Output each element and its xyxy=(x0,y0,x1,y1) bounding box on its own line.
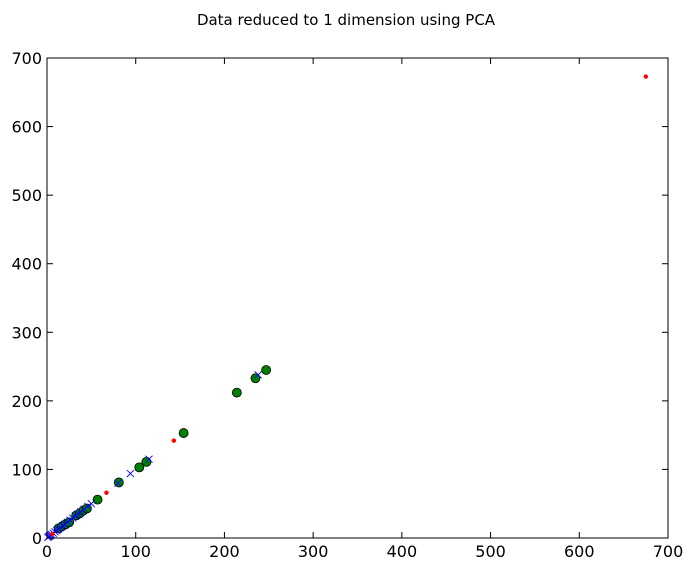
y-axis-ticks: 0 100 200 300 400 500 600 700 xyxy=(11,49,668,548)
y-tick-label: 700 xyxy=(11,49,42,68)
x-tick-label: 0 xyxy=(42,542,52,561)
data-point xyxy=(104,490,109,495)
y-tick-label: 200 xyxy=(11,392,42,411)
data-point xyxy=(50,531,55,537)
data-point xyxy=(87,499,96,508)
data-point xyxy=(92,494,103,505)
x-tick-label: 600 xyxy=(564,542,595,561)
data-point xyxy=(254,370,262,379)
x-tick-label: 200 xyxy=(209,542,240,561)
x-tick-label: 300 xyxy=(298,542,329,561)
data-point xyxy=(231,387,242,398)
x-tick-label: 400 xyxy=(387,542,418,561)
x-tick-label: 500 xyxy=(475,542,506,561)
x-axis-ticks: 0 100 200 300 400 500 600 700 xyxy=(42,58,683,561)
data-point xyxy=(261,365,272,375)
data-point xyxy=(80,505,89,514)
y-tick-label: 0 xyxy=(32,529,42,548)
series-dot xyxy=(50,74,649,537)
plot-area xyxy=(44,74,649,542)
x-tick-label: 100 xyxy=(120,542,151,561)
data-point xyxy=(114,479,122,487)
y-tick-label: 500 xyxy=(11,186,42,205)
data-point xyxy=(126,469,135,478)
plot-frame xyxy=(46,57,669,539)
data-point xyxy=(134,462,145,473)
series-x xyxy=(44,370,262,542)
data-point xyxy=(643,74,649,79)
data-point xyxy=(145,455,153,463)
data-point xyxy=(171,438,177,443)
y-tick-label: 100 xyxy=(11,460,42,479)
data-point xyxy=(250,373,261,384)
y-tick-label: 400 xyxy=(11,255,42,274)
data-point xyxy=(178,428,189,438)
y-tick-label: 600 xyxy=(11,118,42,137)
data-point xyxy=(76,508,85,516)
chart-title: Data reduced to 1 dimension using PCA xyxy=(197,11,496,29)
y-tick-label: 300 xyxy=(11,323,42,342)
x-tick-label: 700 xyxy=(653,542,684,561)
data-point xyxy=(83,502,92,511)
